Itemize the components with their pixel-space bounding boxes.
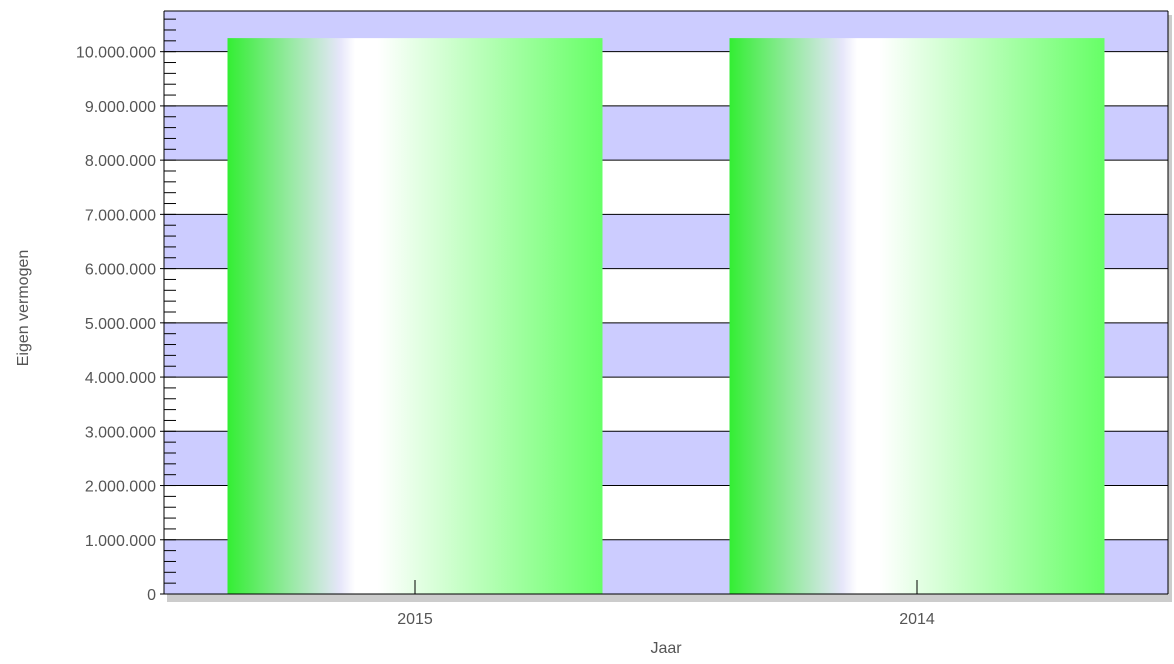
bars xyxy=(227,38,1105,595)
axes xyxy=(163,10,1169,595)
y-tick-label: 10.000.000 xyxy=(76,45,156,62)
x-tick-label: 2014 xyxy=(899,611,935,628)
y-axis-ticks: 0 1.000.000 2.000.000 3.000.000 4.000.000 5.0… xyxy=(76,18,176,604)
y-tick-label: 0 xyxy=(147,587,156,604)
y-tick-label: 6.000.000 xyxy=(85,262,156,279)
y-tick-label: 1.000.000 xyxy=(85,533,156,550)
y-tick-label: 8.000.000 xyxy=(85,153,156,170)
bar-2014 xyxy=(729,38,1105,595)
x-axis-ticks: 2015 2014 xyxy=(397,580,935,628)
y-tick-label: 5.000.000 xyxy=(85,316,156,333)
y-axis-title: Eigen vermogen xyxy=(15,250,32,367)
y-tick-label: 4.000.000 xyxy=(85,370,156,387)
x-axis-title: Jaar xyxy=(650,640,682,657)
y-tick-label: 3.000.000 xyxy=(85,424,156,441)
y-tick-label: 9.000.000 xyxy=(85,99,156,116)
y-tick-label: 2.000.000 xyxy=(85,479,156,496)
bar-2015 xyxy=(227,38,603,595)
x-tick-label: 2015 xyxy=(397,611,433,628)
y-tick-label: 7.000.000 xyxy=(85,207,156,224)
